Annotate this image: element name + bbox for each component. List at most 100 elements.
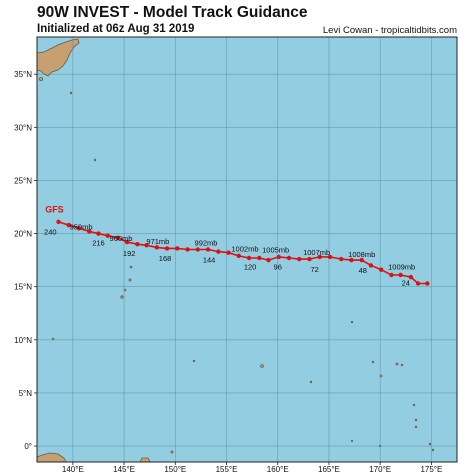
lon-tick-label: 155°E [216,465,238,474]
track-point [276,254,281,260]
track-point [286,255,292,261]
lon-tick-label: 165°E [318,465,340,474]
pressure-label: 971mb [146,237,169,246]
lat-tick-label: 20°N [14,230,32,239]
graticule [34,37,457,465]
lat-tick-label: 5°N [19,389,33,398]
forecast-hour-label: 192 [123,249,136,258]
forecast-hour-label: 72 [310,265,318,274]
forecast-hour-label: 48 [359,266,367,275]
track-point [389,272,394,278]
lon-tick-label: 175°E [420,465,442,474]
lat-tick-label: 30°N [14,123,32,132]
island [412,403,416,407]
credit-line: Levi Cowan - tropicaltidbits.com [322,25,457,36]
track-point [339,256,344,262]
track-point [105,233,110,238]
lat-tick-label: 0° [24,442,32,451]
track-point [415,281,421,286]
lon-tick-label: 150°E [164,465,186,474]
track-point [246,255,252,261]
forecast-hour-label: 24 [402,279,410,288]
model-label: GFS [45,204,64,214]
pressure-label: 1007mb [303,248,330,257]
forecast-hour-label: 144 [203,255,216,264]
island [128,278,132,282]
track-point [124,239,130,245]
island [414,425,418,429]
track-point [368,263,374,268]
track-point [327,254,333,260]
island [395,362,399,366]
island [69,91,73,95]
island [431,448,435,452]
island [120,295,124,299]
forecast-hour-label: 96 [274,263,282,272]
track-point [185,247,190,252]
lat-tick-label: 35°N [14,70,32,79]
track-point [425,281,430,286]
track-point [135,241,140,247]
track-point [359,257,364,263]
lon-tick-label: 140°E [62,465,84,474]
track-point [205,247,211,252]
track-point [115,235,121,241]
island [170,450,174,454]
track-point [378,267,384,272]
landmasses [36,38,435,463]
new-guinea-coast [36,452,67,463]
track-point [408,274,414,280]
track-point [266,257,271,263]
pressure-label: 1005mb [262,246,289,255]
lon-tick-label: 145°E [113,465,135,474]
track-point [154,245,160,250]
track-point [236,253,242,259]
track-point [195,247,201,252]
lat-tick-label: 25°N [14,176,32,185]
pressure-label: 992mb [195,238,218,247]
track-point [144,243,149,248]
track-point [297,256,302,262]
map-title: 90W INVEST - Model Track Guidance [37,4,308,21]
forecast-hour-label: 216 [92,238,105,247]
axis-labels: 140°E 145°E 150°E 155°E 160°E 165°E 170°E 175°E… [14,70,442,474]
track-point [226,250,231,255]
pressure-label: 960mb [110,234,133,243]
island [93,158,97,162]
lon-tick-label: 160°E [267,465,289,474]
forecast-hour-label: 120 [244,263,257,272]
pressure-label: 1009mb [388,263,415,272]
track-point [216,249,221,254]
map-frame [36,36,458,463]
island [309,380,313,384]
island [350,439,354,443]
lat-tick-label: 10°N [14,336,32,345]
track-point [164,246,170,251]
island [371,360,375,364]
track-point [175,246,180,251]
ocean-background [36,36,458,463]
island [350,320,354,324]
island [428,442,432,446]
track-point [349,257,354,263]
island [400,363,404,367]
track-point [398,272,403,278]
pressure-label: 1002mb [231,245,258,254]
track-point [317,254,322,260]
pressure-label: 950mb [70,222,93,231]
small-land-south [139,457,151,463]
track-point [87,229,92,234]
init-time: Initialized at 06z Aug 31 2019 [37,23,195,35]
track-point [56,219,61,225]
track-gfs: GFS 240 950mb 216 960mb 192 971mb 168 992mb 144 10… [44,204,430,288]
track-point [66,222,71,228]
forecast-hour-label: 240 [44,228,57,237]
island [260,364,264,368]
track-point [96,231,101,236]
track-point [307,256,312,262]
model-tracks: GFS 240 950mb 216 960mb 192 971mb 168 992mb 144 10… [44,204,430,288]
island [414,418,418,422]
pressure-label: 1008mb [348,250,375,259]
track-point [257,255,262,261]
